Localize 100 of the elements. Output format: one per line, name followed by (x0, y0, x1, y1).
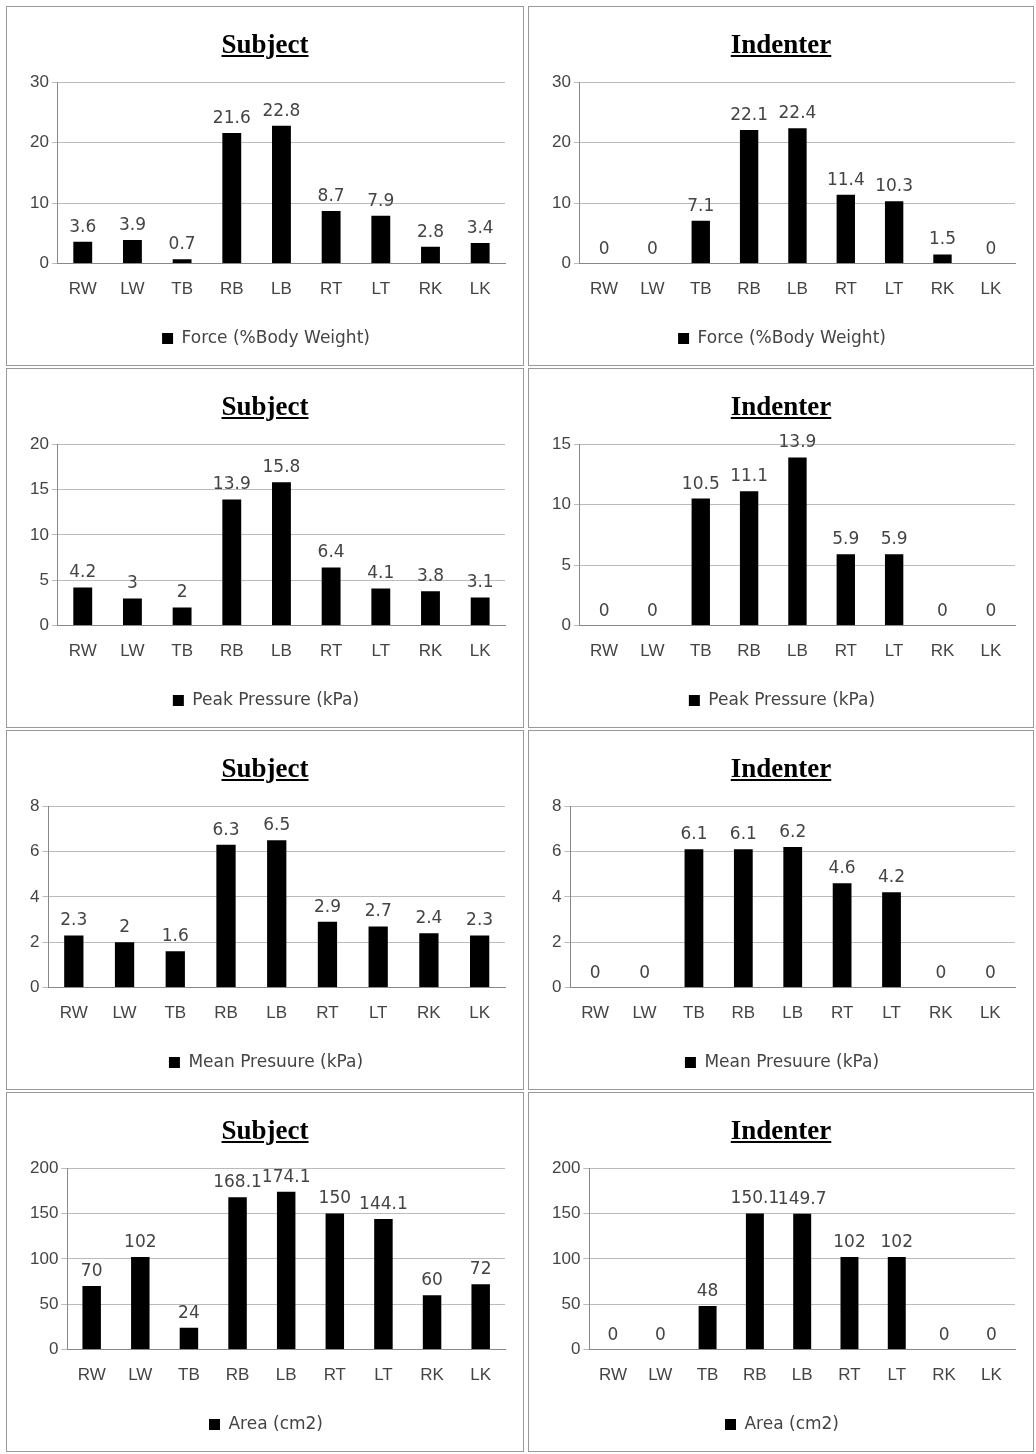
chart-title: Indenter (729, 390, 833, 423)
bar (887, 1257, 906, 1350)
x-tick-label: RW (590, 641, 619, 661)
y-tick-label: 100 (29, 1248, 59, 1268)
x-tick-label: RW (68, 279, 97, 299)
x-tick-label: LB (271, 279, 292, 299)
x-tick-label: RW (59, 1003, 88, 1023)
legend-label: Mean Presuure (kPa) (704, 1050, 880, 1071)
data-label: 10.3 (875, 175, 914, 196)
x-tick-label: TB (171, 641, 193, 661)
bar (222, 132, 242, 264)
data-label: 6.5 (263, 814, 291, 835)
data-label: 168.1 (213, 1171, 262, 1192)
x-tick-label: LB (271, 641, 292, 661)
bar (470, 935, 490, 988)
data-label: 0 (985, 1323, 997, 1344)
data-label: 10.5 (681, 472, 720, 493)
x-tick-label: LK (469, 279, 492, 299)
bar (325, 1213, 345, 1350)
data-label: 102 (124, 1231, 157, 1252)
data-label: 4.1 (367, 562, 395, 583)
bar (884, 554, 904, 626)
y-tick-label: 10 (551, 192, 571, 212)
x-tick-label: RW (599, 1365, 628, 1385)
bar (371, 588, 391, 626)
x-tick-label: LW (120, 641, 145, 661)
x-tick-label: RT (830, 1003, 854, 1023)
y-tick-label: 2 (29, 931, 40, 951)
bar (698, 1306, 717, 1350)
bar (272, 482, 291, 626)
legend-label: Force (%Body Weight) (181, 326, 370, 347)
x-tick-label: RW (590, 279, 619, 299)
x-tick-label: RT (316, 1003, 339, 1023)
chart-title: Subject (220, 390, 310, 423)
x-tick-label: RB (737, 641, 761, 661)
x-tick-label: TB (689, 279, 712, 299)
chart-title: Subject (220, 1114, 310, 1147)
y-tick-label: 0 (570, 1339, 581, 1359)
legend-label: Peak Pressure (kPa) (708, 688, 876, 709)
bar (222, 499, 242, 626)
bar (471, 1284, 490, 1350)
legend-label: Mean Presuure (kPa) (188, 1050, 364, 1071)
y-tick-label: 50 (561, 1293, 581, 1313)
x-tick-label: LT (884, 641, 904, 661)
data-label: 3.9 (118, 213, 146, 234)
data-label: 4.6 (828, 857, 856, 878)
x-tick-label: LB (787, 279, 808, 299)
y-tick-label: 8 (551, 795, 562, 815)
x-tick-label: LW (632, 1003, 657, 1023)
x-tick-label: RT (838, 1365, 861, 1385)
bar (733, 849, 753, 988)
y-tick-label: 30 (551, 71, 571, 91)
x-tick-label: RW (581, 1003, 610, 1023)
x-tick-label: LT (887, 1365, 907, 1385)
data-label: 6.1 (680, 823, 708, 844)
data-label: 15.8 (262, 456, 301, 477)
data-label: 150 (318, 1187, 352, 1208)
bar (179, 1327, 199, 1350)
y-tick-label: 4 (29, 886, 40, 906)
bar (317, 921, 338, 988)
x-tick-label: TB (689, 641, 712, 661)
data-label: 6.1 (729, 823, 757, 844)
x-tick-label: LW (128, 1365, 153, 1385)
y-tick-label: 0 (29, 977, 40, 997)
x-tick-label: LW (640, 279, 665, 299)
data-label: 3.4 (466, 216, 494, 237)
data-label: 3.6 (69, 215, 97, 236)
data-label: 11.4 (826, 168, 865, 189)
y-tick-label: 5 (561, 554, 571, 574)
data-label: 5.9 (880, 528, 908, 549)
data-label: 1.5 (928, 228, 957, 249)
data-label: 2 (119, 916, 130, 937)
x-tick-label: LT (371, 279, 391, 299)
bar (783, 847, 803, 988)
x-tick-label: RK (420, 1365, 445, 1385)
x-tick-label: LB (787, 641, 808, 661)
data-label: 0 (984, 961, 996, 982)
x-tick-label: RT (323, 1365, 346, 1385)
x-tick-label: LT (884, 279, 904, 299)
data-label: 0 (647, 599, 658, 620)
bar (419, 933, 439, 988)
chart-title: Indenter (729, 752, 833, 785)
bar (131, 1257, 150, 1350)
y-tick-label: 10 (551, 494, 571, 514)
data-label: 8.7 (317, 184, 345, 205)
data-label: 149.7 (777, 1187, 827, 1208)
x-tick-label: LB (275, 1365, 297, 1385)
x-tick-label: RW (68, 641, 97, 661)
x-tick-label: TB (683, 1003, 705, 1023)
y-tick-label: 6 (551, 841, 562, 861)
y-tick-label: 150 (29, 1203, 59, 1223)
bar (82, 1286, 101, 1350)
bar (836, 194, 855, 264)
legend-label: Area (cm2) (744, 1412, 840, 1433)
x-tick-label: RW (77, 1365, 106, 1385)
y-tick-label: 15 (551, 433, 571, 453)
x-tick-label: LW (640, 641, 665, 661)
bar (840, 1257, 859, 1350)
y-tick-label: 0 (39, 615, 49, 635)
bar (276, 1191, 296, 1350)
